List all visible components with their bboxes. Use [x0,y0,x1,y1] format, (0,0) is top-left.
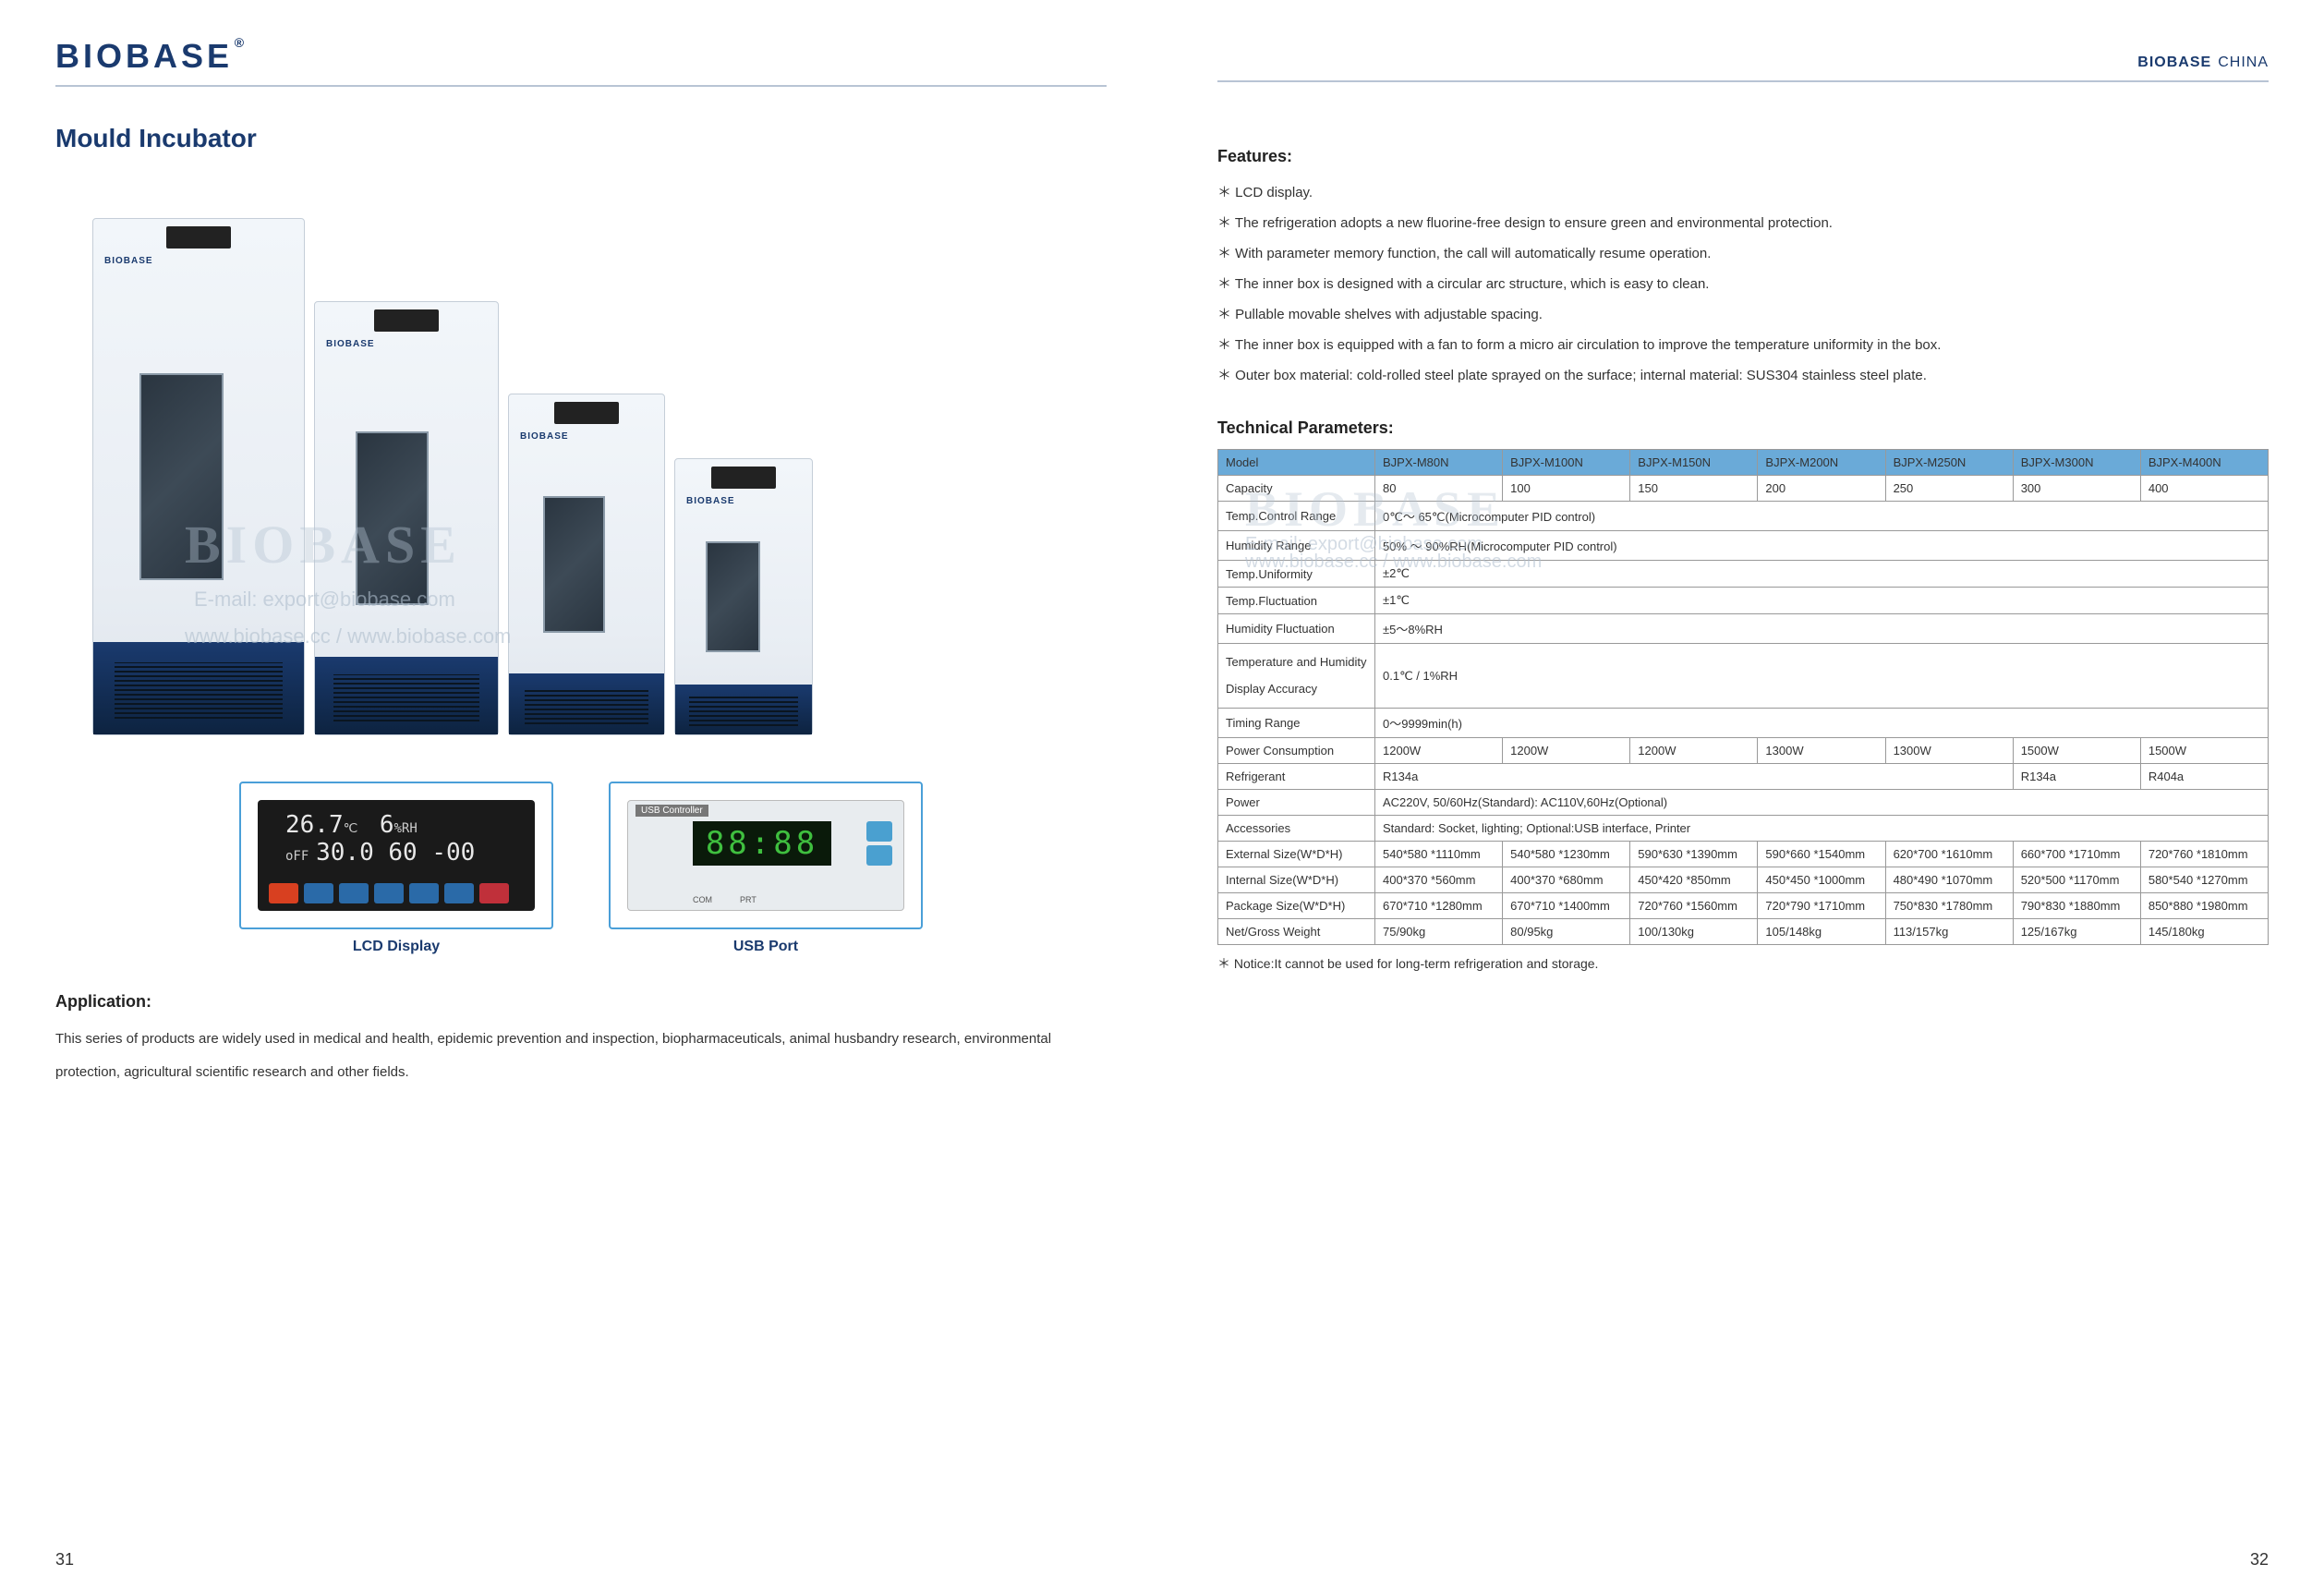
usb-label: USB Controller [635,805,708,817]
table-row: Temp.Fluctuation±1℃ [1218,588,2269,614]
feature-item: Pullable movable shelves with adjustable… [1217,299,2269,330]
usb-caption: USB Port [609,939,923,955]
lcd-buttons [269,883,524,903]
lcd-screen: 26.7℃ 6%RH oFF 30.0 60 -00 [258,800,535,911]
table-row: Package Size(W*D*H)670*710 *1280mm670*71… [1218,893,2269,919]
usb-controller: USB Controller 88:88 COMPRT [627,800,904,911]
features-heading: Features: [1217,147,2269,166]
lcd-caption: LCD Display [239,939,553,955]
application-heading: Application: [55,992,1107,1012]
application-text: This series of products are widely used … [55,1023,1107,1089]
table-row: AccessoriesStandard: Socket, lighting; O… [1218,816,2269,842]
feature-item: With parameter memory function, the call… [1217,238,2269,269]
page-number-right: 32 [2250,1550,2269,1570]
table-row: Capacity80100150200250300400 [1218,476,2269,502]
table-row: Internal Size(W*D*H)400*370 *560mm400*37… [1218,867,2269,893]
brand-logo: BIOBASE® [55,37,233,76]
usb-btn-1 [866,821,892,842]
left-page: BIOBASE® Mould Incubator BIOBASE BIOBASE… [0,0,1162,1588]
feature-item: The refrigeration adopts a new fluorine-… [1217,208,2269,238]
feature-item: LCD display. [1217,177,2269,208]
table-row: Humidity Range50% ～ 90%RH(Microcomputer … [1218,531,2269,561]
incubator-4: BIOBASE [674,458,813,735]
table-row: RefrigerantR134aR134aR404a [1218,764,2269,790]
display-row: 26.7℃ 6%RH oFF 30.0 60 -00 USB Controlle… [55,782,1107,929]
incubator-3: BIOBASE [508,394,665,735]
table-row: Temperature and Humidity Display Accurac… [1218,644,2269,709]
incubator-2: BIOBASE [314,301,499,735]
table-row: PowerAC220V, 50/60Hz(Standard): AC110V,6… [1218,790,2269,816]
table-row: Power Consumption1200W1200W1200W1300W130… [1218,738,2269,764]
page-number-left: 31 [55,1550,74,1570]
table-header-row: Model BJPX-M80NBJPX-M100NBJPX-M150NBJPX-… [1218,450,2269,476]
lcd-hum: 6 [380,811,394,839]
page-title: Mould Incubator [55,124,1107,153]
table-row: Temp.Control Range0℃～ 65℃(Microcomputer … [1218,502,2269,531]
feature-item: The inner box is equipped with a fan to … [1217,330,2269,360]
features-list: LCD display.The refrigeration adopts a n… [1217,177,2269,391]
params-heading: Technical Parameters: [1217,418,2269,438]
product-image-area: BIOBASE BIOBASE BIOBASE BIOBASE BIOBASE … [55,181,1107,754]
params-table: Model BJPX-M80NBJPX-M100NBJPX-M150NBJPX-… [1217,449,2269,945]
usb-btn-2 [866,845,892,866]
feature-item: Outer box material: cold-rolled steel pl… [1217,360,2269,391]
header-right: BIOBASE CHINA [1217,37,2269,71]
right-page: BIOBASE CHINA Features: LCD display.The … [1162,0,2324,1588]
feature-item: The inner box is designed with a circula… [1217,269,2269,299]
header-rule [55,85,1107,87]
lcd-temp: 26.7 [285,811,344,839]
th-model: Model [1218,450,1375,476]
incubator-1: BIOBASE [92,218,305,735]
brand-text: BIOBASE [55,37,233,75]
lcd-display-box: 26.7℃ 6%RH oFF 30.0 60 -00 [239,782,553,929]
table-row: External Size(W*D*H)540*580 *1110mm540*5… [1218,842,2269,867]
notice-text: Notice:It cannot be used for long-term r… [1217,954,2269,973]
table-row: Humidity Fluctuation±5～8%RH [1218,614,2269,644]
brand-reg: ® [235,35,248,50]
table-row: Temp.Uniformity±2℃ [1218,561,2269,588]
table-row: Timing Range0～9999min(h) [1218,709,2269,738]
usb-digits: 88:88 [706,825,818,862]
table-row: Net/Gross Weight75/90kg80/95kg100/130kg1… [1218,919,2269,945]
usb-port-box: USB Controller 88:88 COMPRT [609,782,923,929]
